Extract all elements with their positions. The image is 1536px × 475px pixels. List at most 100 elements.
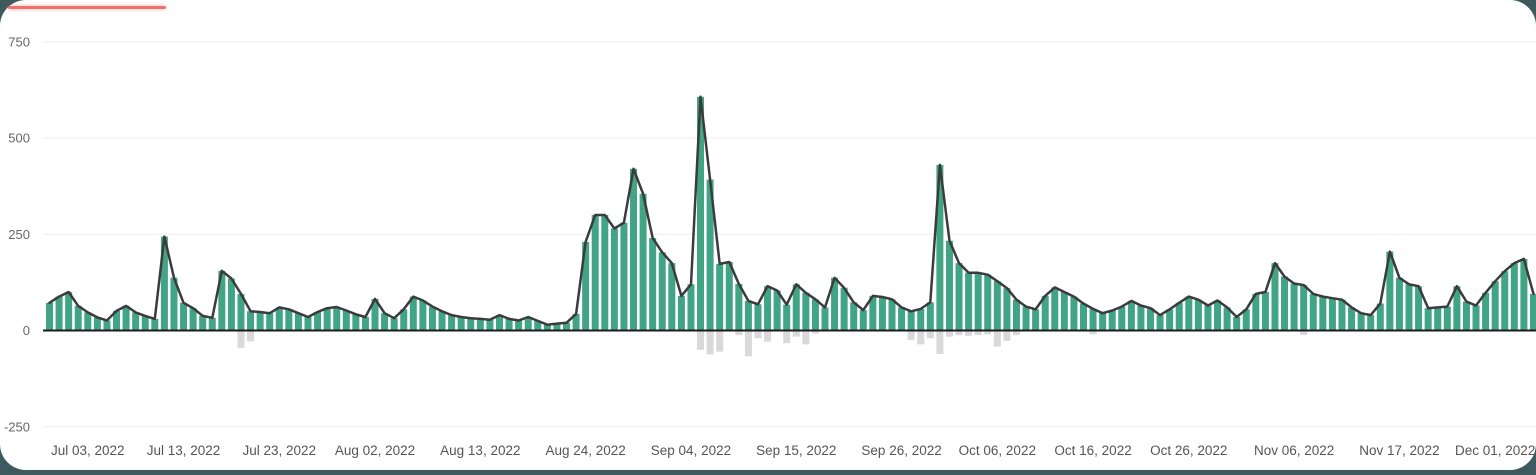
addition-bar[interactable]: [506, 319, 513, 331]
addition-bar[interactable]: [850, 302, 857, 330]
addition-bar[interactable]: [1003, 288, 1010, 330]
addition-bar[interactable]: [1099, 313, 1106, 330]
addition-bar[interactable]: [1291, 284, 1298, 331]
deletion-bar[interactable]: [908, 331, 915, 341]
addition-bar[interactable]: [1118, 307, 1125, 331]
addition-bar[interactable]: [1204, 305, 1211, 330]
addition-bar[interactable]: [180, 303, 187, 331]
deletion-bar[interactable]: [994, 331, 1001, 347]
addition-bar[interactable]: [515, 320, 522, 330]
addition-bar[interactable]: [898, 307, 905, 330]
addition-bar[interactable]: [1348, 307, 1355, 330]
addition-bar[interactable]: [247, 311, 254, 330]
addition-bar[interactable]: [324, 308, 331, 330]
addition-bar[interactable]: [132, 312, 139, 330]
addition-bar[interactable]: [333, 307, 340, 330]
addition-bar[interactable]: [123, 306, 130, 331]
addition-bar[interactable]: [486, 320, 493, 331]
addition-bar[interactable]: [1013, 300, 1020, 331]
addition-bar[interactable]: [56, 297, 63, 331]
addition-bar[interactable]: [467, 318, 474, 330]
deletion-bar[interactable]: [927, 331, 934, 339]
addition-bar[interactable]: [726, 262, 733, 331]
addition-bar[interactable]: [228, 279, 235, 331]
addition-bar[interactable]: [1070, 297, 1077, 331]
addition-bar[interactable]: [917, 309, 924, 331]
addition-bar[interactable]: [151, 319, 158, 331]
addition-bar[interactable]: [601, 215, 608, 331]
addition-bar[interactable]: [1396, 278, 1403, 331]
addition-bar[interactable]: [477, 319, 484, 331]
addition-bar[interactable]: [1358, 313, 1365, 330]
addition-bar[interactable]: [1338, 300, 1345, 331]
addition-bar[interactable]: [946, 241, 953, 331]
addition-bar[interactable]: [257, 312, 264, 330]
addition-bar[interactable]: [1032, 309, 1039, 330]
addition-bar[interactable]: [802, 293, 809, 331]
addition-bar[interactable]: [1061, 292, 1068, 331]
addition-bar[interactable]: [620, 223, 627, 331]
addition-bar[interactable]: [276, 307, 283, 330]
addition-bar[interactable]: [314, 312, 321, 330]
addition-bar[interactable]: [1511, 263, 1518, 330]
addition-bar[interactable]: [611, 228, 618, 330]
addition-bar[interactable]: [1128, 301, 1135, 331]
addition-bar[interactable]: [295, 313, 302, 330]
addition-bar[interactable]: [1147, 308, 1154, 330]
addition-bar[interactable]: [994, 281, 1001, 330]
addition-bar[interactable]: [783, 305, 790, 331]
addition-bar[interactable]: [1080, 304, 1087, 331]
deletion-bar[interactable]: [764, 331, 771, 342]
addition-bar[interactable]: [716, 264, 723, 331]
addition-bar[interactable]: [1463, 302, 1470, 331]
addition-bar[interactable]: [1176, 303, 1183, 331]
deletion-bar[interactable]: [716, 331, 723, 352]
deletion-bar[interactable]: [917, 331, 924, 345]
addition-bar[interactable]: [209, 318, 216, 331]
addition-bar[interactable]: [1434, 307, 1441, 330]
addition-bar[interactable]: [1214, 300, 1221, 330]
addition-bar[interactable]: [1329, 298, 1336, 330]
addition-bar[interactable]: [103, 320, 110, 330]
addition-bar[interactable]: [1137, 305, 1144, 330]
addition-bar[interactable]: [1406, 284, 1413, 330]
addition-bar[interactable]: [448, 315, 455, 330]
addition-bar[interactable]: [678, 296, 685, 331]
addition-bar[interactable]: [266, 313, 273, 330]
addition-bar[interactable]: [879, 297, 886, 330]
deletion-bar[interactable]: [754, 331, 761, 339]
addition-bar[interactable]: [774, 290, 781, 330]
addition-bar[interactable]: [965, 273, 972, 331]
addition-bar[interactable]: [754, 304, 761, 330]
addition-bar[interactable]: [285, 309, 292, 330]
addition-bar[interactable]: [975, 273, 982, 331]
addition-bar[interactable]: [142, 316, 149, 331]
deletion-bar[interactable]: [697, 331, 704, 350]
addition-bar[interactable]: [592, 215, 599, 331]
addition-bar[interactable]: [812, 299, 819, 330]
addition-bar[interactable]: [927, 302, 934, 330]
addition-bar[interactable]: [735, 284, 742, 331]
addition-bar[interactable]: [352, 314, 359, 330]
addition-bar[interactable]: [1530, 294, 1536, 331]
addition-bar[interactable]: [1109, 310, 1116, 330]
deletion-bar[interactable]: [247, 331, 254, 342]
addition-bar[interactable]: [687, 284, 694, 330]
deletion-bar[interactable]: [1003, 331, 1010, 341]
addition-bar[interactable]: [1090, 309, 1097, 331]
addition-bar[interactable]: [1233, 317, 1240, 330]
addition-bar[interactable]: [649, 238, 656, 330]
addition-bar[interactable]: [458, 317, 465, 330]
addition-bar[interactable]: [1262, 292, 1269, 331]
addition-bar[interactable]: [391, 318, 398, 330]
addition-bar[interactable]: [1501, 271, 1508, 330]
addition-bar[interactable]: [75, 306, 82, 331]
addition-bar[interactable]: [199, 316, 206, 331]
addition-bar[interactable]: [630, 169, 637, 331]
addition-bar[interactable]: [1281, 277, 1288, 331]
addition-bar[interactable]: [439, 311, 446, 330]
addition-bar[interactable]: [343, 310, 350, 330]
addition-bar[interactable]: [46, 303, 53, 331]
addition-bar[interactable]: [1310, 294, 1317, 331]
